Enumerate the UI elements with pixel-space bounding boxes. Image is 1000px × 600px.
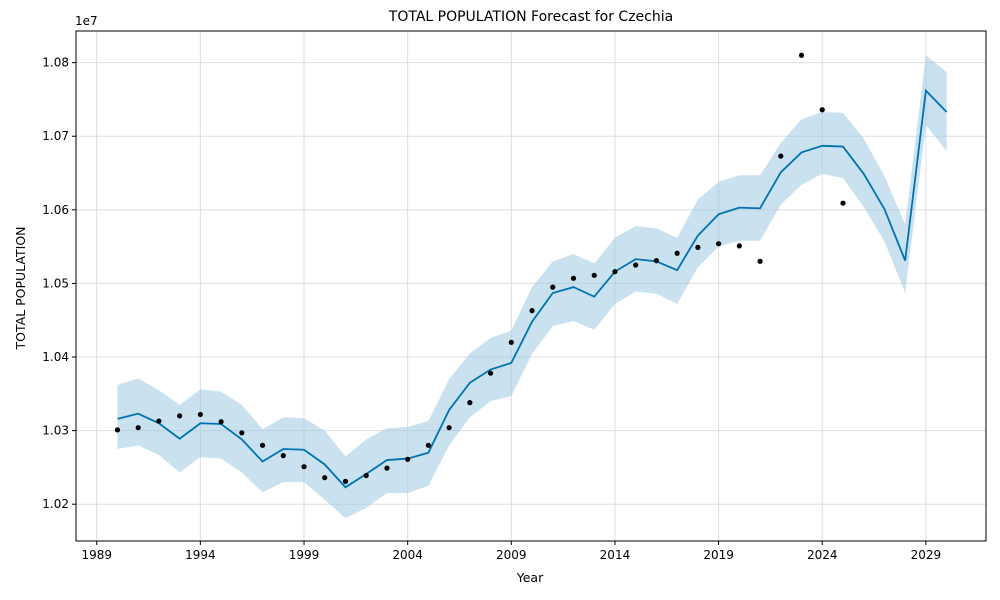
y-tick-label: 1.02 — [42, 497, 69, 511]
y-tick-label: 1.03 — [42, 424, 69, 438]
y-axis-scale-label: 1e7 — [75, 14, 98, 28]
actual-data-point — [757, 258, 763, 264]
actual-data-point — [156, 418, 162, 424]
actual-data-point — [342, 478, 349, 484]
actual-data-point — [363, 472, 369, 479]
actual-data-point — [135, 425, 141, 431]
plot-area: 1989 1994 1999 2004 2009 2014 2019 2024 2029 1.02… — [42, 30, 987, 562]
y-tick-label: 1.08 — [42, 56, 69, 70]
actual-data-point — [674, 250, 680, 256]
x-tick-label: 1999 — [289, 548, 320, 562]
actual-data-point — [280, 453, 286, 459]
x-tick-label: 2029 — [911, 548, 942, 562]
actual-data-point — [529, 308, 535, 314]
actual-data-point — [840, 200, 846, 206]
actual-data-point — [197, 411, 203, 418]
actual-data-point — [467, 400, 473, 406]
actual-data-point — [405, 456, 411, 462]
y-tick-label: 1.05 — [42, 276, 69, 290]
actual-data-point — [114, 427, 121, 433]
x-tick-label: 2019 — [703, 548, 734, 562]
actual-data-point — [177, 413, 183, 419]
x-tick-label: 2024 — [807, 548, 838, 562]
actual-data-point — [508, 339, 514, 345]
plot-frame — [75, 30, 987, 542]
x-tick-label: 1994 — [185, 548, 216, 562]
actual-data-point — [322, 475, 328, 481]
actual-data-point — [259, 442, 266, 448]
actual-data-point — [736, 243, 742, 249]
actual-data-point — [301, 464, 307, 470]
actual-data-point — [550, 284, 556, 290]
forecast-line — [117, 88, 948, 489]
y-tick-label: 1.06 — [42, 203, 69, 217]
chart-title: TOTAL POPULATION Forecast for Czechia — [388, 9, 673, 25]
actual-data-point — [778, 153, 784, 159]
x-axis-label: Year — [516, 570, 544, 585]
x-tick-label: 2009 — [496, 548, 527, 562]
actual-data-point — [612, 269, 618, 275]
actual-data-point — [239, 430, 245, 436]
actual-data-point — [695, 244, 701, 250]
actual-data-point — [218, 419, 224, 425]
x-tick-label: 1989 — [81, 548, 112, 562]
actual-data-point — [384, 465, 390, 471]
actual-data-point — [633, 262, 639, 268]
x-tick-label: 2014 — [600, 548, 631, 562]
actual-data-point — [425, 442, 431, 448]
actual-data-point — [591, 272, 597, 278]
actual-data-point — [446, 425, 452, 431]
y-tick-label: 1.07 — [42, 129, 69, 143]
x-tick-label: 2004 — [392, 548, 423, 562]
actual-data-point — [715, 241, 722, 247]
actual-data-point — [570, 275, 577, 281]
y-axis-label: TOTAL POPULATION — [13, 226, 28, 350]
actual-data-point — [653, 258, 660, 264]
actual-data-point — [798, 52, 805, 58]
actual-data-point — [819, 107, 825, 113]
y-tick-label: 1.04 — [42, 350, 69, 364]
actual-data-point — [487, 370, 494, 376]
